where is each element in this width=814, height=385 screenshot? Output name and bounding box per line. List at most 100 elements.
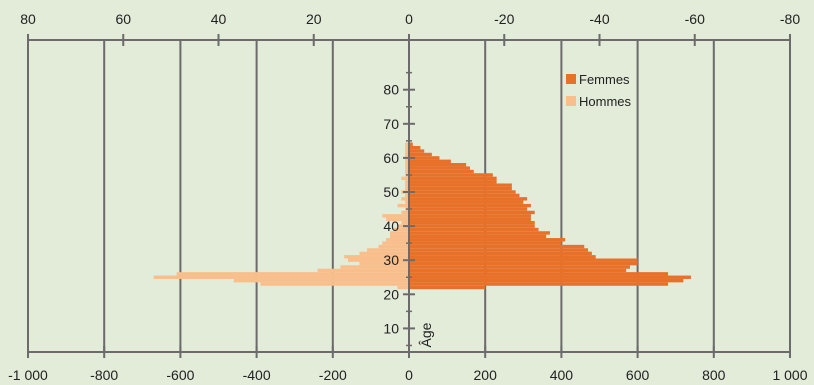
bar-femmes-age-41 [409, 220, 535, 225]
bar-femmes-age-22 [409, 285, 486, 290]
bar-femmes-age-40 [409, 224, 535, 228]
bar-femmes-age-25 [409, 275, 691, 279]
bottom-tick-label: -800 [90, 367, 118, 383]
bar-hommes-age-24 [233, 278, 409, 283]
bar-femmes-age-38 [409, 231, 550, 235]
legend-swatch-femmes [566, 74, 576, 84]
bar-hommes-age-22 [397, 285, 409, 290]
bar-hommes-age-34 [378, 244, 409, 249]
bar-femmes-age-23 [409, 282, 669, 286]
bar-hommes-age-57 [405, 166, 409, 170]
bar-femmes-age-42 [409, 217, 531, 221]
bar-hommes-age-53 [405, 180, 409, 184]
bar-femmes-age-62 [409, 149, 425, 153]
top-tick-label: 80 [20, 11, 36, 27]
top-tick-label: 60 [115, 11, 131, 27]
bar-femmes-age-56 [409, 169, 474, 174]
bar-femmes-age-30 [409, 258, 638, 262]
bar-femmes-age-59 [409, 159, 451, 164]
bar-femmes-age-57 [409, 166, 470, 170]
bottom-tick-label: -1 000 [8, 367, 48, 383]
bar-femmes-age-24 [409, 278, 684, 283]
bar-hommes-age-23 [260, 282, 409, 286]
bar-hommes-age-36 [386, 238, 409, 242]
bar-femmes-age-26 [409, 272, 669, 276]
top-tick-label: -40 [589, 11, 609, 27]
bar-hommes-age-44 [401, 210, 409, 215]
bar-femmes-age-45 [409, 207, 528, 211]
bar-hommes-age-62 [405, 149, 409, 153]
bar-hommes-age-25 [153, 275, 409, 279]
bars [153, 142, 691, 290]
age-tick-label: 50 [383, 184, 399, 200]
bar-hommes-age-42 [386, 217, 409, 221]
bar-femmes-age-54 [409, 176, 497, 181]
bar-hommes-age-27 [317, 268, 409, 273]
bar-hommes-age-61 [405, 152, 409, 157]
top-tick-label: 40 [211, 11, 227, 27]
bar-hommes-age-51 [405, 186, 409, 191]
bar-femmes-age-46 [409, 203, 531, 208]
bar-hommes-age-56 [405, 169, 409, 174]
age-tick-label: 20 [383, 286, 399, 302]
bar-hommes-age-47 [405, 200, 409, 204]
bar-femmes-age-50 [409, 190, 516, 194]
bar-femmes-age-32 [409, 251, 592, 256]
age-tick-label: 40 [383, 218, 399, 234]
bar-hommes-age-31 [344, 255, 409, 259]
bar-hommes-age-35 [382, 241, 409, 245]
bar-femmes-age-49 [409, 193, 520, 198]
legend-label-femmes: Femmes [579, 72, 630, 87]
bar-femmes-age-29 [409, 261, 638, 266]
bar-femmes-age-33 [409, 248, 589, 252]
bar-femmes-age-53 [409, 180, 497, 184]
bar-femmes-age-28 [409, 265, 630, 269]
bar-hommes-age-41 [401, 220, 409, 225]
bar-hommes-age-29 [359, 261, 409, 266]
bar-hommes-age-37 [389, 234, 409, 239]
bar-femmes-age-64 [409, 142, 413, 146]
bottom-tick-label: 200 [474, 367, 498, 383]
legend-swatch-hommes [566, 96, 576, 106]
bottom-tick-label: -400 [243, 367, 271, 383]
bar-femmes-age-47 [409, 200, 524, 204]
bar-femmes-age-37 [409, 234, 547, 239]
bar-femmes-age-31 [409, 255, 596, 259]
legend-label-hommes: Hommes [579, 94, 632, 109]
bar-hommes-age-58 [405, 163, 409, 167]
bar-hommes-age-33 [367, 248, 409, 252]
bar-hommes-age-28 [340, 265, 409, 269]
bottom-tick-label: -200 [319, 367, 347, 383]
bottom-tick-label: 1 000 [772, 367, 807, 383]
bar-femmes-age-35 [409, 241, 562, 245]
bar-femmes-age-60 [409, 156, 440, 160]
bar-femmes-age-44 [409, 210, 535, 215]
top-tick-label: 20 [306, 11, 322, 27]
bar-hommes-age-49 [405, 193, 409, 198]
bar-hommes-age-43 [382, 214, 409, 218]
bar-femmes-age-34 [409, 244, 585, 249]
bottom-tick-label: 800 [702, 367, 726, 383]
bar-hommes-age-64 [405, 142, 409, 146]
bar-femmes-age-36 [409, 238, 566, 242]
bar-femmes-age-61 [409, 152, 432, 157]
bar-femmes-age-43 [409, 214, 531, 218]
bar-femmes-age-63 [409, 145, 421, 150]
top-tick-label: -20 [494, 11, 514, 27]
age-tick-label: 60 [383, 150, 399, 166]
age-tick-label: 30 [383, 252, 399, 268]
bar-femmes-age-27 [409, 268, 627, 273]
axes [27, 34, 791, 358]
bottom-tick-label: -600 [166, 367, 194, 383]
bar-hommes-age-39 [393, 227, 409, 232]
bar-femmes-age-52 [409, 183, 512, 187]
bar-hommes-age-32 [359, 251, 409, 256]
bar-femmes-age-51 [409, 186, 512, 191]
age-tick-label: 10 [383, 320, 399, 336]
bar-femmes-age-58 [409, 163, 467, 167]
age-tick-label: 80 [383, 82, 399, 98]
bar-hommes-age-59 [405, 159, 409, 164]
bar-hommes-age-46 [397, 203, 409, 208]
tick-labels: 80 60 40 20 0 -20 -40 -60 -80-1 000 -800 -600 -400-… [8, 11, 808, 383]
bar-hommes-age-63 [405, 145, 409, 150]
